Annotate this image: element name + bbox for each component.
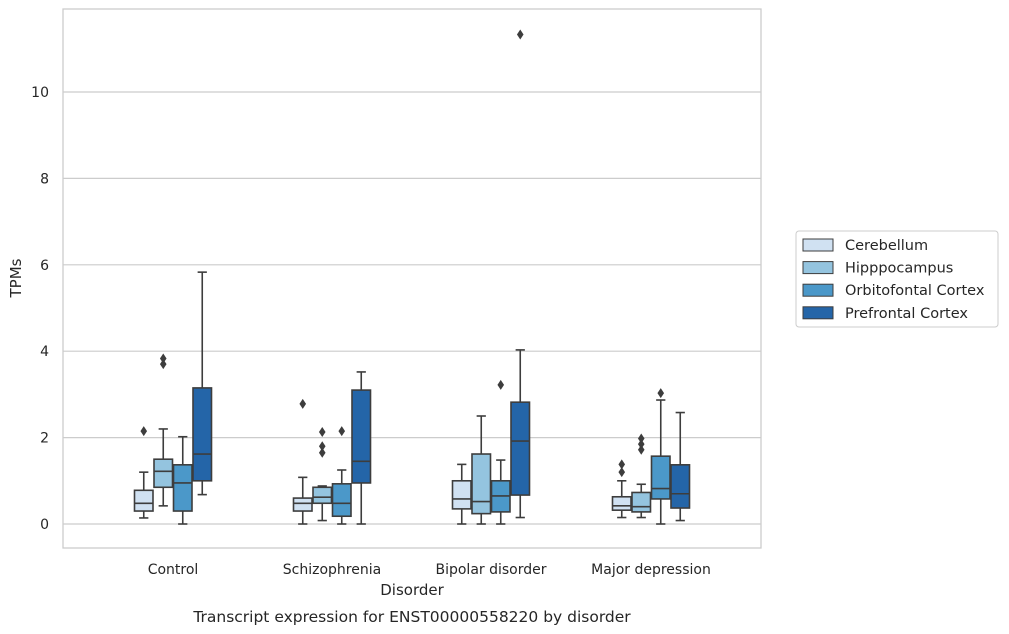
outlier-point — [637, 439, 645, 450]
legend-label: Prefrontal Cortex — [845, 306, 968, 322]
x-tick-labels: Control Schizophrenia Bipolar disorder Majo… — [148, 562, 711, 578]
box-body — [451, 479, 472, 510]
y-tick-label: 8 — [40, 171, 49, 187]
legend-swatch — [802, 261, 834, 275]
box-0-1 — [292, 398, 313, 525]
x-axis-label: Disorder — [380, 581, 444, 599]
x-tick-label: Schizophrenia — [283, 562, 381, 578]
boxes — [133, 29, 691, 525]
box-2-1 — [331, 426, 352, 525]
outlier-point — [516, 29, 524, 40]
box-0-0 — [133, 426, 154, 519]
box-body — [510, 401, 531, 496]
legend-swatch — [802, 238, 834, 252]
outlier-point — [637, 444, 645, 455]
outlier-point — [338, 426, 346, 437]
outlier-point — [318, 441, 326, 452]
box-1-0 — [153, 353, 174, 507]
box-body — [331, 483, 352, 518]
x-tick-label: Major depression — [591, 562, 711, 578]
box-1-2 — [471, 415, 492, 525]
y-tick-label: 2 — [40, 431, 49, 447]
box-body — [312, 486, 333, 505]
legend-label: Orbitofontal Cortex — [845, 283, 985, 299]
outlier-point — [497, 379, 505, 390]
box-1-3 — [631, 433, 652, 519]
box-body — [670, 464, 691, 509]
box-2-2 — [490, 379, 511, 525]
box-body — [192, 387, 213, 482]
box-0-3 — [611, 459, 632, 519]
box-3-0 — [192, 271, 213, 496]
y-tick-label: 6 — [40, 258, 49, 274]
y-tick-label: 10 — [31, 85, 49, 101]
legend-frame — [795, 230, 999, 328]
outlier-point — [299, 398, 307, 409]
box-3-1 — [351, 371, 372, 525]
box-body — [351, 389, 372, 484]
legend: Cerebellum Hipppocampus Orbitofontal Corte… — [795, 230, 999, 328]
y-axis-label: TPMs — [7, 258, 25, 298]
legend-label: Hipppocampus — [845, 261, 953, 277]
legend-label: Cerebellum — [845, 238, 928, 254]
x-tick-label: Control — [148, 562, 199, 578]
outlier-point — [159, 353, 167, 364]
box-body — [650, 455, 671, 500]
legend-swatch — [802, 306, 834, 320]
legend-swatch — [802, 283, 834, 297]
box-body — [292, 497, 313, 512]
outlier-point — [618, 459, 626, 470]
plot-frame — [62, 8, 762, 549]
box-body — [471, 453, 492, 515]
y-tick-label: 0 — [40, 517, 49, 533]
box-3-3 — [670, 411, 691, 522]
box-0-2 — [451, 463, 472, 525]
box-body — [631, 491, 652, 513]
box-2-0 — [172, 435, 193, 525]
outlier-point — [318, 447, 326, 458]
outlier-point — [657, 388, 665, 399]
grid-lines — [63, 91, 761, 525]
chart-caption: Transcript expression for ENST0000055822… — [192, 608, 631, 626]
outlier-point — [159, 359, 167, 370]
outlier-point — [140, 426, 148, 437]
outlier-point — [318, 426, 326, 437]
y-tick-label: 4 — [40, 344, 49, 360]
box-body — [611, 495, 632, 511]
box-body — [172, 464, 193, 512]
outlier-point — [618, 467, 626, 478]
outlier-point — [637, 433, 645, 444]
box-1-1 — [312, 426, 333, 522]
x-tick-label: Bipolar disorder — [435, 562, 546, 578]
y-tick-labels: 0 2 4 6 8 10 — [31, 85, 49, 533]
box-2-3 — [650, 388, 671, 525]
box-body — [133, 489, 154, 512]
box-body — [153, 458, 174, 489]
box-3-2 — [510, 29, 531, 519]
